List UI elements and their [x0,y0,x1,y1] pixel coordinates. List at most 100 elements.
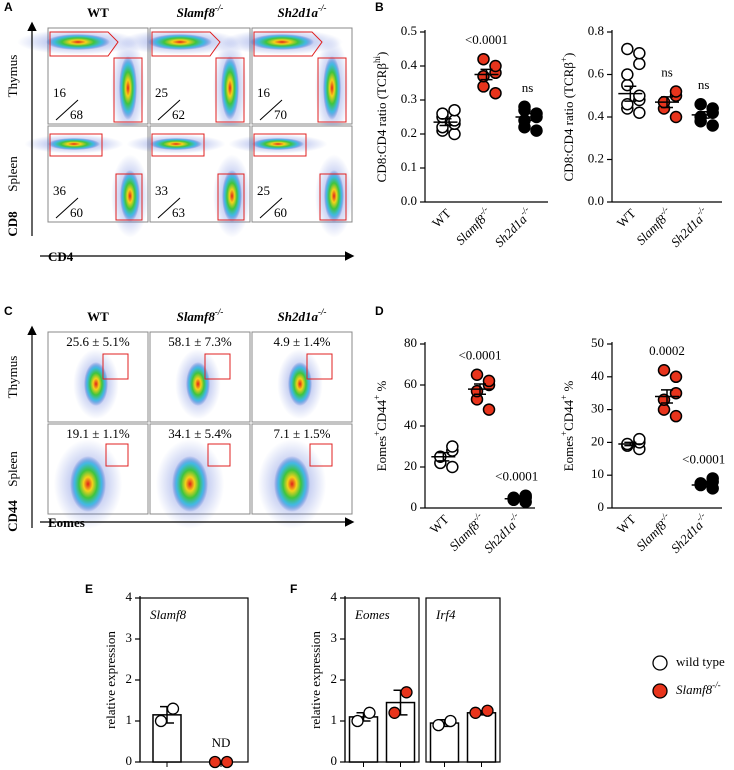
gate [115,173,143,221]
text-part: ) [561,53,576,57]
panel-letter: A [4,0,13,14]
text-part: ) [374,52,389,56]
data-point [706,119,719,132]
panel-letter: F [290,582,297,596]
annotation: <0.0001 [495,469,538,484]
text-part: Slamf8 [676,682,713,697]
y-tick-label: 0.6 [588,65,605,80]
text-part: Slamf8 [177,5,216,20]
density [48,138,100,150]
density [148,34,212,50]
gate [319,173,347,221]
gate-value: 68 [70,107,83,122]
y-axis-label: CD8:CD4 ratio (TCRβhi) [372,52,389,183]
y-tick-label: 10 [591,466,604,481]
gate [151,31,221,57]
gate [113,57,143,123]
y-tick-label: 20 [591,433,604,448]
column-header: Sh2d1a-/- [278,307,327,324]
density [324,170,344,222]
flow-plot: 19.1 ± 1.1% [47,423,149,529]
data-point [694,110,707,124]
x-tick-label: Sh2d1a-/- [666,510,712,556]
data-point [482,374,496,388]
text-part: CD44 [374,399,389,431]
density [323,56,341,120]
gate-value: 63 [172,205,185,220]
y-axis-label: Eomes+CD44+ % [559,380,576,471]
divider [157,99,181,121]
gate [151,133,205,157]
legend-label: wild type [676,654,725,669]
data-point [694,98,707,111]
gate [102,353,129,380]
y-axis-label: CD44 [5,500,20,532]
facet-title: Eomes [354,607,390,622]
data-point [669,85,683,98]
data-point [154,714,168,728]
legend-marker [652,655,668,671]
y-tick-label: 20 [404,458,417,473]
data-point [166,702,180,715]
data-point [669,409,683,423]
y-tick-label: 0.1 [401,159,417,174]
gate-value: 60 [274,205,287,220]
y-tick-label: 80 [404,335,417,350]
gate [317,57,347,123]
density [221,56,239,120]
legend-marker [652,683,668,699]
x-tick-label: WT [614,512,639,537]
gate-value: 34.1 ± 5.4% [168,426,232,441]
superscript: hi [372,56,382,64]
y-axis-label: relative expression [308,631,323,729]
data-point [448,127,461,141]
y-tick-label: 2 [126,671,133,686]
gate [253,133,307,157]
y-tick-label: 0 [126,753,133,768]
y-axis-label: CD8 [5,211,20,237]
text-part: WT [87,309,109,324]
data-point [489,59,502,73]
superscript: -/- [712,680,721,690]
row-label: Thymus [5,356,20,399]
y-tick-label: 4 [126,589,133,604]
data-point [444,714,457,728]
text-part: wild type [676,654,725,669]
data-point [363,706,376,719]
gate [306,353,333,380]
gate-value: 16 [53,85,67,100]
y-axis-label: CD8:CD4 ratio (TCRβ+) [559,53,576,182]
y-tick-label: 3 [331,630,338,645]
text-part: % [374,380,389,394]
flow-plot: 25.6 ± 5.1% [47,331,149,423]
superscript: -/- [215,3,224,13]
data-point [530,124,543,137]
density [172,456,208,512]
facet-frame [139,597,249,763]
data-point [669,110,683,124]
y-tick-label: 1 [126,712,133,727]
annotation: <0.0001 [465,32,508,47]
x-tick-label: WT [429,206,454,231]
flow-plot: 34.1 ± 5.4% [149,423,251,529]
y-tick-label: 0 [598,499,605,514]
gate-value: 7.1 ± 1.5% [274,426,331,441]
data-point [669,370,683,384]
superscript: + [372,431,382,436]
y-tick-label: 0.0 [588,193,604,208]
divider [55,99,79,121]
data-point [706,472,719,485]
x-axis-label: Eomes [48,515,85,530]
superscript: + [559,57,569,62]
data-point [448,103,461,117]
y-tick-label: 0.8 [588,23,604,38]
density [222,170,242,222]
density [119,56,137,120]
row-label: Spleen [5,156,20,192]
sem-bar [439,117,452,127]
gate-value: 60 [70,205,83,220]
annotation: 0.0002 [649,343,685,358]
column-header: Slamf8-/- [177,3,224,20]
